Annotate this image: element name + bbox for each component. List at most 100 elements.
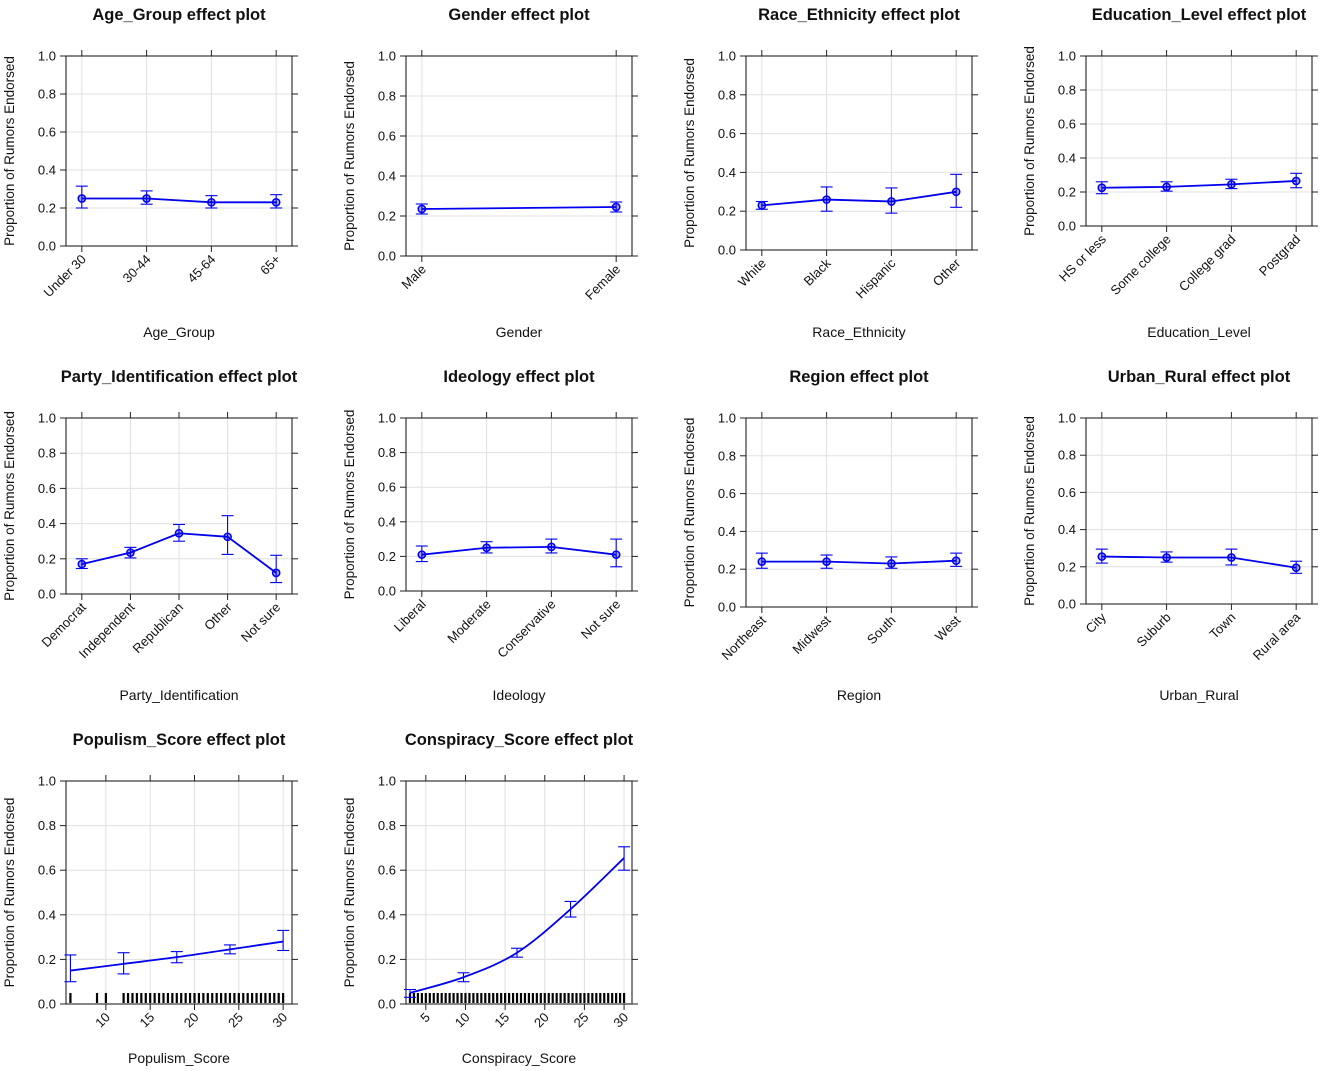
x-tick-label: 20 — [531, 1010, 552, 1031]
y-tick-label: 1.0 — [378, 49, 396, 64]
data-point — [223, 532, 232, 542]
y-tick-label: 0.6 — [378, 129, 396, 144]
y-axis-title: Proportion of Rumors Endorsed — [2, 798, 17, 988]
chart-title: Gender effect plot — [448, 6, 590, 24]
series-line — [1101, 555, 1297, 569]
y-tick-label: 0.6 — [378, 480, 396, 495]
chart-title: Party_Identification effect plot — [61, 368, 298, 386]
data-point — [611, 202, 621, 212]
plot-frame — [1085, 417, 1313, 605]
data-point — [207, 197, 216, 207]
data-point — [77, 194, 87, 203]
series-line — [81, 197, 277, 204]
y-tick-label: 0.2 — [1058, 185, 1076, 200]
x-tick-label: Male — [398, 262, 429, 293]
data-point — [1227, 553, 1236, 562]
y-tick-label: 0.0 — [378, 997, 396, 1012]
x-tick-label: Other — [201, 599, 235, 633]
x-tick-label: Under 30 — [41, 252, 89, 300]
y-tick-label: 0.2 — [1058, 559, 1076, 574]
y-tick-label: 0.0 — [718, 243, 736, 258]
y-tick-label: 0.0 — [38, 239, 56, 254]
y-tick-label: 0.4 — [38, 163, 56, 178]
y-tick-label: 0.2 — [378, 209, 396, 224]
x-tick-label: 45-64 — [184, 252, 218, 286]
data-point — [611, 550, 621, 560]
x-tick-label: Democrat — [38, 599, 89, 650]
data-point — [1291, 563, 1301, 573]
y-tick-label: 0.6 — [718, 126, 736, 141]
data-point — [1097, 552, 1107, 561]
y-tick-label: 0.8 — [378, 89, 396, 104]
y-tick-label: 0.2 — [378, 549, 396, 564]
x-axis-title: Region — [837, 687, 881, 703]
series-line — [761, 190, 957, 207]
x-axis-title: Urban_Rural — [1159, 687, 1238, 703]
data-point — [887, 197, 896, 206]
x-tick-label: City — [1083, 609, 1110, 636]
panel-8: Populism_Score effect plot 0.0 0.2 0.4 0.6 0.… — [2, 731, 298, 1066]
data-point — [951, 556, 961, 566]
y-tick-label: 0.8 — [38, 446, 56, 461]
x-tick-label: Not sure — [578, 597, 623, 642]
y-tick-label: 0.4 — [38, 516, 56, 531]
y-tick-label: 1.0 — [378, 411, 396, 426]
chart-title: Ideology effect plot — [443, 368, 595, 386]
y-tick-label: 0.4 — [718, 165, 736, 180]
y-axis-title: Proportion of Rumors Endorsed — [342, 410, 357, 600]
chart-title: Age_Group effect plot — [92, 6, 266, 24]
y-tick-label: 0.2 — [718, 562, 736, 577]
chart-title: Conspiracy_Score effect plot — [405, 731, 634, 749]
x-axis-title: Race_Ethnicity — [812, 324, 905, 340]
data-point — [1227, 180, 1236, 189]
y-tick-label: 1.0 — [38, 774, 56, 789]
y-tick-label: 1.0 — [378, 774, 396, 789]
x-tick-label: 30-44 — [120, 252, 154, 286]
data-point — [174, 528, 184, 538]
x-tick-label: Hispanic — [853, 255, 899, 301]
x-tick-label: HS or less — [1056, 231, 1109, 284]
series-line — [1101, 180, 1297, 189]
y-tick-label: 0.4 — [1058, 151, 1076, 166]
x-axis-title: Education_Level — [1147, 324, 1251, 340]
data-point — [757, 201, 767, 210]
x-tick-label: 5 — [417, 1010, 433, 1026]
x-tick-label: West — [932, 612, 964, 644]
x-tick-label: Other — [930, 255, 964, 289]
x-tick-label: 65+ — [257, 252, 283, 278]
x-tick-label: Postgrad — [1256, 232, 1303, 279]
x-tick-label: Town — [1206, 610, 1238, 642]
y-tick-label: 0.8 — [1058, 83, 1076, 98]
panel-3: Education_Level effect plot 0.0 0.2 0.4 0.6 0… — [1022, 6, 1318, 340]
y-axis-title: Proportion of Rumors Endorsed — [1022, 416, 1037, 606]
data-point — [417, 550, 427, 560]
y-tick-label: 0.6 — [718, 486, 736, 501]
panel-1: Gender effect plot 0.0 0.2 0.4 0.6 0.8 1.0 Prop… — [342, 6, 638, 340]
plot-frame — [405, 780, 633, 1005]
y-tick-label: 0.4 — [378, 907, 396, 922]
y-tick-label: 0.4 — [718, 524, 736, 539]
panel-7: Urban_Rural effect plot 0.0 0.2 0.4 0.6 0.8 1.… — [1022, 368, 1318, 703]
y-tick-label: 0.6 — [38, 481, 56, 496]
data-point — [757, 557, 767, 566]
x-tick-label: 10 — [452, 1010, 473, 1031]
data-point — [142, 194, 151, 203]
panel-9: Conspiracy_Score effect plot 0.0 0.2 0.4 0.6… — [342, 731, 638, 1066]
panel-0: Age_Group effect plot 0.0 0.2 0.4 0.6 0.8 1.0 P… — [2, 6, 298, 340]
series-line — [421, 545, 617, 556]
y-tick-label: 0.6 — [38, 863, 56, 878]
x-tick-label: 25 — [225, 1010, 246, 1031]
x-tick-label: Black — [801, 255, 834, 288]
y-axis-title: Proportion of Rumors Endorsed — [342, 798, 357, 988]
data-point — [126, 548, 135, 557]
x-tick-label: 10 — [92, 1010, 113, 1031]
x-tick-label: Some college — [1107, 232, 1173, 298]
x-tick-label: Conservative — [494, 597, 558, 661]
x-tick-label: Republican — [130, 600, 187, 657]
y-tick-label: 0.8 — [718, 87, 736, 102]
y-tick-label: 0.8 — [38, 818, 56, 833]
x-tick-label: Northeast — [718, 612, 769, 663]
y-tick-label: 0.0 — [378, 249, 396, 264]
data-point — [822, 557, 831, 566]
